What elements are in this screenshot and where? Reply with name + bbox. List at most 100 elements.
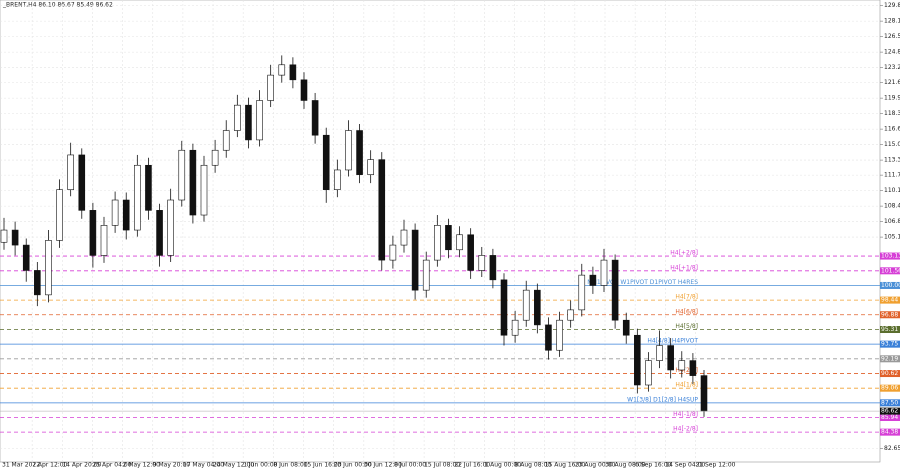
candle-body [622,319,630,336]
candle-body [667,345,674,371]
candle-body [500,279,508,336]
y-tick-label: 106.80 [884,218,900,225]
y-tick-label: 118.30 [884,110,900,117]
x-tick-label: 8 Jun 08:00 [273,462,307,468]
price-box-label: 93.75 [881,341,898,348]
candle-body [478,255,486,271]
price-box [880,413,900,421]
price-box [880,281,900,289]
x-tick-label: 15 Jul 08:00 [424,462,460,468]
candle-body [222,130,230,151]
x-tick-label: 21 Sep 12:00 [695,462,735,468]
candle-body [489,255,497,281]
y-tick-label: 128.15 [884,18,900,25]
y-tick-label: 124.85 [884,49,900,56]
x-tick-label: 9 May 20:00 [153,462,191,468]
candle-body [378,159,386,261]
candle-body [134,164,141,231]
candle-body [100,225,108,256]
candle-body [511,319,519,336]
y-tick-label: 115.00 [884,141,900,148]
price-box-label: 95.31 [881,326,898,333]
candle-body [22,244,30,271]
candle-body [334,169,341,190]
x-tick-label: 2 May 12:00 [123,462,161,468]
y-tick-label: 111.75 [884,172,900,179]
candle-body [322,134,330,190]
candle-body [534,289,541,326]
x-tick-label: 7 Apr 12:00 [32,462,67,468]
level-label: H4[+1/8] [670,264,698,271]
candle-body [656,345,663,361]
price-box-label: 103.13 [881,253,900,260]
candle-body [167,199,174,256]
candle-body [45,240,52,296]
price-box [880,311,900,319]
chart-title: _BRENT,H4 86.10 86.67 85.49 86.62 [2,2,113,9]
candle-body [78,154,86,211]
candle-body [145,164,152,211]
candle-body [178,149,186,201]
current-price-label: 86.62 [881,408,898,415]
level-label: H4[7/8] [675,294,698,301]
candle-body [689,360,697,376]
price-box [880,252,900,260]
candle-body [467,234,474,271]
candle-body [567,309,574,321]
price-box [880,267,900,275]
level-label: W1[3/8] D1[2/8] H4SUP [627,396,698,403]
candle-body [400,229,408,246]
candle-body [300,79,308,101]
candle-body [545,324,552,351]
price-box-label: 96.88 [881,311,898,318]
candle-body [278,64,286,76]
price-box [880,326,900,334]
x-tick-label: 30 Jun 12:00 [364,462,402,468]
candle-body [356,130,363,175]
level-label: H4[2/8] [675,367,698,374]
price-box-label: 101.56 [881,267,900,274]
candle-body [611,259,619,321]
x-tick-label: 15 Aug 16:00 [545,462,586,468]
candle-body [389,244,397,261]
x-tick-label: 6 Sep 16:00 [635,462,671,468]
y-tick-label: 108.45 [884,203,900,210]
x-tick-label: 17 May 04:00 [183,462,224,468]
candle-body [678,360,686,371]
price-box [880,399,900,407]
price-box-label: 92.19 [881,355,898,362]
price-box [880,340,900,348]
level-label: H4[+2/8] [670,250,698,257]
candle-body [267,74,274,101]
y-tick-label: 110.10 [884,187,900,194]
price-box [880,370,900,378]
y-tick-label: 105.15 [884,234,900,241]
y-tick-label: 82.65 [884,445,900,452]
x-tick-label: 23 Aug 00:00 [575,462,616,468]
candle-body [634,334,641,386]
candle-body [411,229,419,291]
candle-body [700,375,708,412]
candle-body [11,229,19,246]
x-tick-label: 31 Mar 2022 [2,462,40,468]
x-tick-label: 1 Aug 00:00 [484,462,521,468]
candle-body [556,319,563,351]
plot-frame [0,0,881,463]
candle-body [245,104,252,141]
level-label: MN1PIVOT W1PIVOT D1PIVOT H4RES [587,279,698,286]
level-label: H4[-1/8] [673,411,698,418]
price-box [880,428,900,436]
candle-body [211,149,219,166]
candle-body [422,259,430,291]
price-box [880,296,900,304]
x-tick-label: 23 Jun 00:00 [334,462,372,468]
candle-body [345,130,352,171]
x-tick-label: 14 Sep 04:00 [665,462,705,468]
y-tick-label: 129.80 [884,2,900,9]
price-box [880,384,900,392]
candle-body [289,64,297,81]
candle-body [311,100,319,136]
candle-body [67,154,74,190]
x-tick-label: 1 Jun 00:00 [243,462,277,468]
